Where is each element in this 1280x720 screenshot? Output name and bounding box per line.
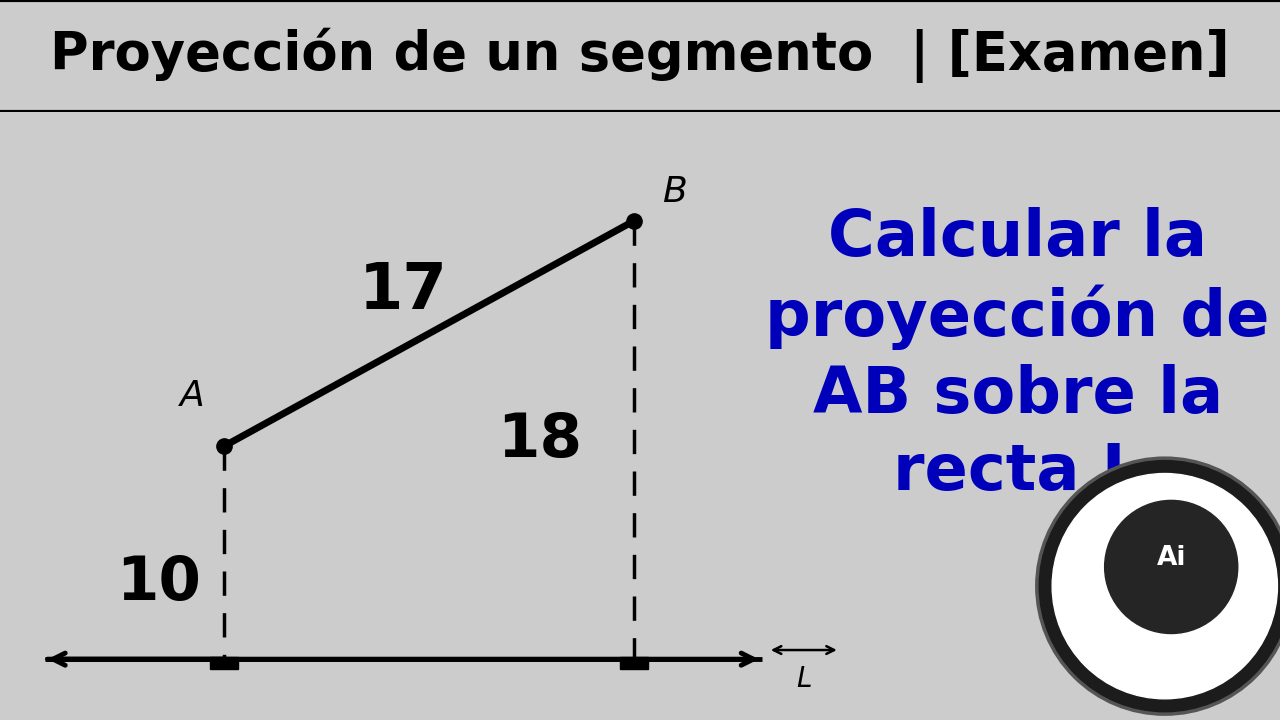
- Ellipse shape: [1105, 500, 1238, 634]
- Text: 10: 10: [116, 554, 201, 613]
- Ellipse shape: [1052, 474, 1277, 699]
- Bar: [620, 657, 648, 670]
- Text: A: A: [179, 379, 205, 413]
- Text: Proyección de un segmento  | [Examen]: Proyección de un segmento | [Examen]: [50, 28, 1230, 84]
- Ellipse shape: [1037, 458, 1280, 714]
- Text: 18: 18: [498, 410, 582, 469]
- Text: L: L: [796, 665, 812, 693]
- Bar: [210, 657, 238, 670]
- Text: B: B: [662, 175, 686, 209]
- Text: Ai: Ai: [1156, 545, 1187, 571]
- Text: Calcular la
proyección de
AB sobre la
recta L: Calcular la proyección de AB sobre la re…: [765, 207, 1270, 503]
- Text: 17: 17: [358, 260, 448, 322]
